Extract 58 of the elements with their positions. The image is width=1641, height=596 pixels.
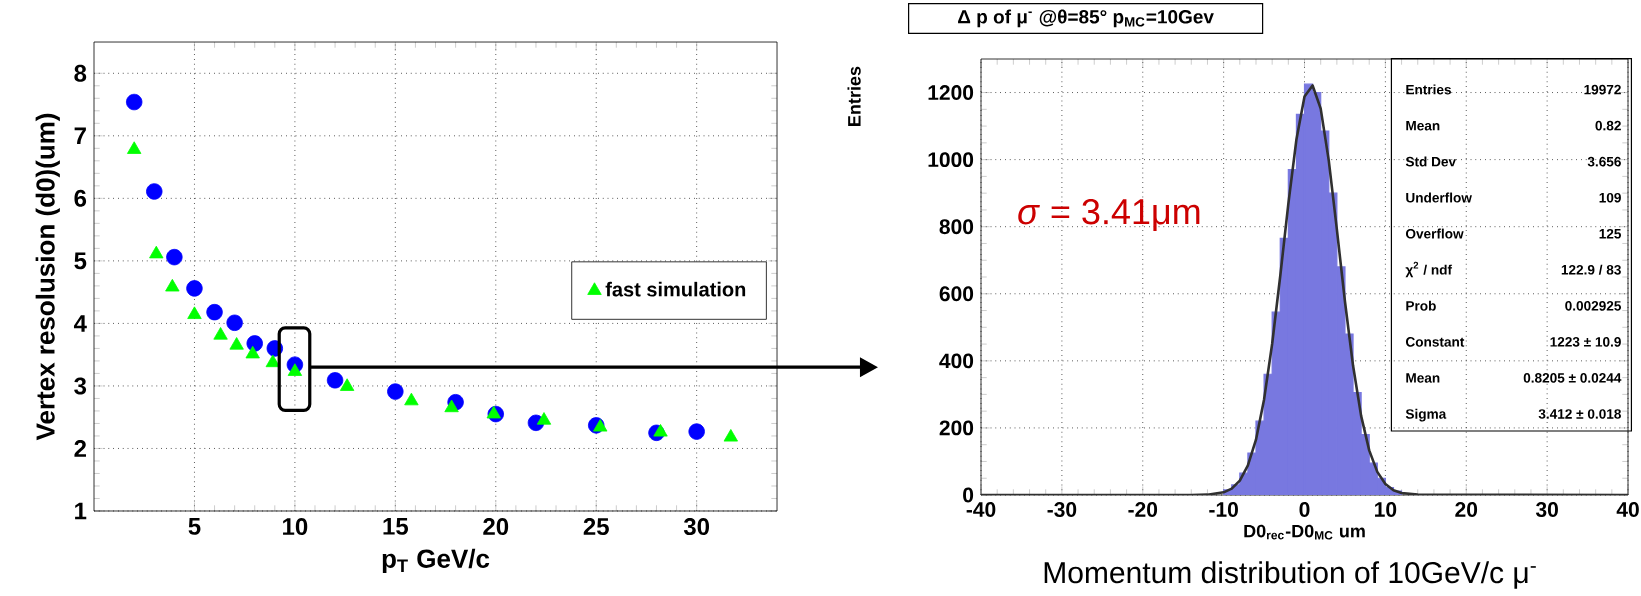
- y-axis-title: Vertex resolusion (d0)(um): [35, 113, 60, 441]
- annotation: 0.002925: [1565, 301, 1622, 311]
- annotation: Entries: [1406, 84, 1451, 95]
- x-tick-label: -10: [1209, 502, 1238, 517]
- y-tick-label: 400: [939, 353, 974, 369]
- annotation: 1223 ± 10.9: [1550, 337, 1621, 347]
- annotation: Prob: [1406, 300, 1436, 311]
- annotation: Mean: [1406, 373, 1440, 383]
- y-tick-label: 8: [74, 64, 87, 82]
- x-axis-title: D0$_{rec}$-D0$_{MC}$ um: [1244, 524, 1365, 540]
- annotation: Std Dev: [1405, 156, 1456, 167]
- x-tick-label: 5: [188, 518, 201, 535]
- annotation: 3.656: [1587, 156, 1621, 167]
- x-tick-label: 20: [483, 518, 509, 536]
- annotation: 0.8205 ± 0.0244: [1523, 373, 1622, 383]
- y-axis-title: Entries: [847, 66, 861, 126]
- annotation: 122.9 / 83: [1561, 264, 1621, 275]
- annotation: 3.412 ± 0.018: [1538, 409, 1621, 419]
- y-tick-label: 200: [939, 420, 974, 436]
- annotation: χ$^{2}$ / ndf: [1405, 261, 1453, 278]
- y-tick-label: 0: [963, 487, 974, 503]
- y-tick-label: 4: [73, 315, 87, 332]
- x-tick-label: -20: [1128, 502, 1158, 517]
- y-tick-label: 7: [74, 127, 86, 145]
- annotation: σ = 3.41μm: [1018, 198, 1200, 232]
- y-tick-label: 800: [939, 219, 974, 235]
- chart-title: Δ p of μ$^{-}$ @θ=85° p$_{MC}$=10Gev: [958, 9, 1214, 28]
- y-tick-label: 3: [74, 377, 87, 395]
- x-tick-label: 40: [1616, 502, 1639, 517]
- x-tick-label: -40: [966, 502, 996, 517]
- annotation: 19972: [1584, 84, 1621, 95]
- legend-label: fast simulation: [605, 281, 746, 297]
- x-axis-title: p$_{T}$ GeV/c: [382, 548, 490, 574]
- y-tick-label: 2: [74, 440, 86, 457]
- y-tick-label: 1: [75, 502, 87, 520]
- annotation: Mean: [1406, 120, 1440, 131]
- annotation: Sigma: [1405, 408, 1447, 422]
- y-tick-label: 600: [939, 286, 974, 302]
- y-tick-label: 1200: [928, 85, 974, 100]
- annotation: Overflow: [1405, 228, 1464, 239]
- annotation: 125: [1599, 228, 1622, 239]
- annotation: 0.82: [1595, 120, 1621, 131]
- text: Momentum distribution of 10GeV/c μ$^{-}$: [1044, 561, 1536, 589]
- x-tick-label: -30: [1047, 502, 1077, 517]
- x-tick-label: 30: [683, 518, 710, 536]
- annotation: 109: [1599, 192, 1621, 203]
- annotation: Underflow: [1406, 192, 1472, 203]
- x-tick-label: 0: [1299, 502, 1310, 517]
- x-tick-label: 30: [1535, 502, 1558, 517]
- x-tick-label: 15: [383, 518, 409, 535]
- x-tick-label: 25: [583, 518, 609, 536]
- x-tick-label: 10: [283, 518, 308, 536]
- x-tick-label: 20: [1455, 502, 1478, 517]
- y-tick-label: 6: [74, 189, 87, 207]
- x-tick-label: 10: [1375, 502, 1397, 517]
- y-tick-label: 1000: [928, 152, 974, 168]
- y-tick-label: 5: [74, 252, 87, 270]
- annotation: Constant: [1405, 337, 1465, 347]
